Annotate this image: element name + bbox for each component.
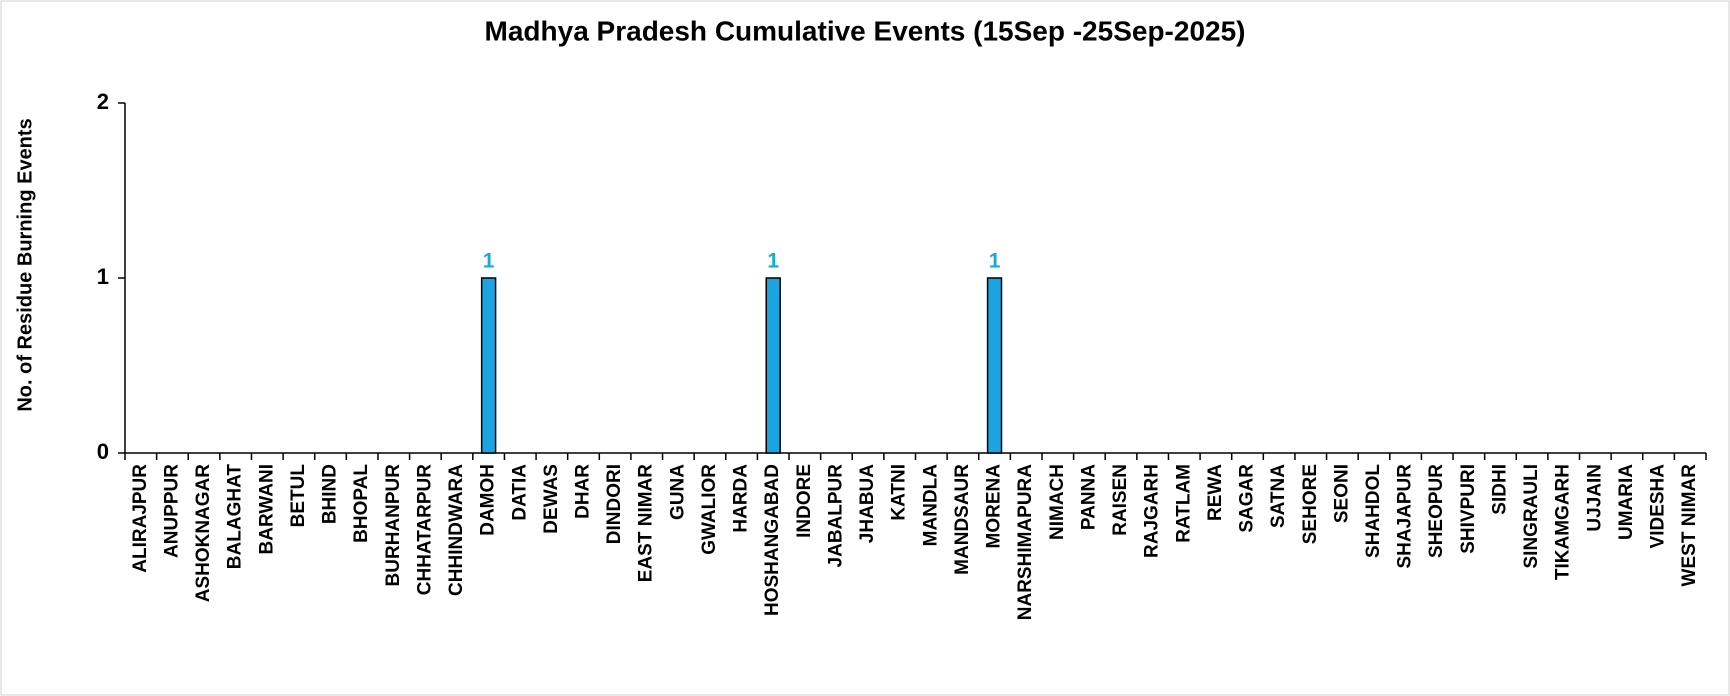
y-tick-label: 0 xyxy=(97,439,109,464)
x-tick-label: SHAJAPUR xyxy=(1395,464,1416,569)
x-tick-label: CHHINDWARA xyxy=(446,464,467,596)
x-tick-label: UJJAIN xyxy=(1584,464,1605,532)
x-tick-label: BHIND xyxy=(320,464,341,524)
x-tick-label: ANUPPUR xyxy=(161,464,182,558)
x-tick-label: ALIRAJPUR xyxy=(130,464,151,573)
data-label: 1 xyxy=(483,250,495,273)
x-tick-label: HARDA xyxy=(731,464,752,533)
x-tick-label: BETUL xyxy=(288,464,309,528)
x-tick-label: EAST NIMAR xyxy=(636,464,657,583)
x-tick-label: TIKAMGARH xyxy=(1553,464,1574,580)
x-tick-label: SAGAR xyxy=(1237,464,1258,533)
bar xyxy=(765,277,781,454)
x-tick-label: MANDSAUR xyxy=(952,464,973,575)
x-tick-label: BHOPAL xyxy=(351,464,372,543)
x-tick-label: SHAHDOL xyxy=(1363,464,1384,558)
x-tick-label: UMARIA xyxy=(1616,464,1637,540)
x-tick-label: CHHATARPUR xyxy=(414,464,435,596)
y-tick-label: 1 xyxy=(97,264,109,289)
x-tick-label: GUNA xyxy=(667,464,688,520)
x-tick-label: VIDESHA xyxy=(1648,464,1669,549)
x-tick-label: REWA xyxy=(1205,464,1226,521)
x-tick-label: RAISEN xyxy=(1110,464,1131,536)
x-tick-label: BALAGHAT xyxy=(225,464,246,570)
x-tick-label: BURHANPUR xyxy=(383,464,404,587)
x-tick-label: SIDHI xyxy=(1489,464,1510,515)
x-tick-label: INDORE xyxy=(794,464,815,538)
data-label: 1 xyxy=(767,250,779,273)
x-tick-label: PANNA xyxy=(1078,464,1099,530)
bar xyxy=(480,277,497,454)
x-tick-label: HOSHANGABAD xyxy=(762,464,783,616)
x-tick-label: DAMOH xyxy=(478,464,499,536)
x-tick-label: BARWANI xyxy=(256,464,277,554)
y-axis-label: No. of Residue Burning Events xyxy=(14,118,36,411)
x-tick-label: DINDORI xyxy=(604,464,625,544)
x-tick-label: DEWAS xyxy=(541,464,562,534)
x-tick-label: JABALPUR xyxy=(825,464,846,568)
x-tick-label: DATIA xyxy=(509,464,530,521)
x-tick-label: SEONI xyxy=(1331,464,1352,523)
x-tick-label: SATNA xyxy=(1268,464,1289,528)
x-tick-label: SINGRAULI xyxy=(1521,464,1542,569)
x-tick-label: KATNI xyxy=(889,464,910,521)
x-tick-label: SHEOPUR xyxy=(1426,464,1447,558)
x-tick-label: DHAR xyxy=(573,464,594,519)
x-tick-label: MORENA xyxy=(984,464,1005,549)
data-label: 1 xyxy=(989,250,1001,273)
x-tick-label: SHIVPURI xyxy=(1458,464,1479,554)
x-tick-label: RATLAM xyxy=(1173,464,1194,543)
x-tick-label: MANDLA xyxy=(920,464,941,547)
x-tick-label: NIMACH xyxy=(1047,464,1068,540)
x-tick-label: SEHORE xyxy=(1300,464,1321,544)
x-tick-label: JHABUA xyxy=(857,464,878,543)
x-tick-label: NARSHIMAPURA xyxy=(1015,464,1036,621)
chart-title: Madhya Pradesh Cumulative Events (15Sep … xyxy=(485,15,1246,46)
x-tick-label: ASHOKNAGAR xyxy=(193,464,214,603)
y-tick-label: 2 xyxy=(97,89,109,114)
bar xyxy=(986,277,1003,454)
x-tick-label: GWALIOR xyxy=(699,464,720,555)
x-tick-label: RAJGARH xyxy=(1142,464,1163,558)
x-tick-label: WEST NIMAR xyxy=(1679,464,1700,587)
